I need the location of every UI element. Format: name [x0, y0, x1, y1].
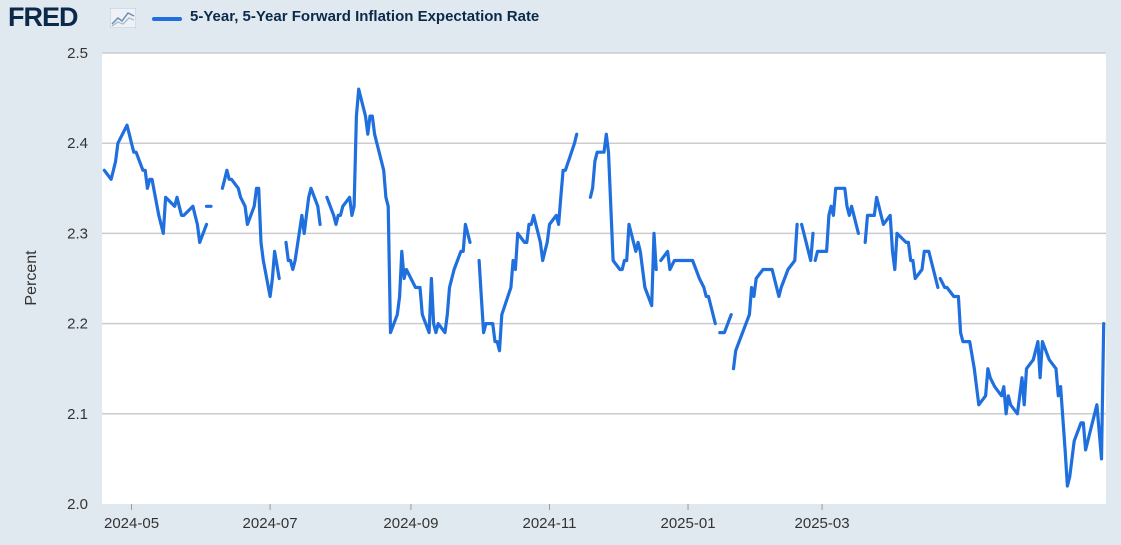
series-line-segment	[863, 195, 940, 290]
x-tick-label: 2024-07	[243, 515, 298, 532]
fred-logo[interactable]: FRED	[8, 2, 78, 32]
x-tick-label: 2024-05	[104, 515, 159, 532]
x-tick-label: 2024-09	[383, 515, 438, 532]
series-line-segment	[938, 276, 1063, 416]
series-line-segment	[477, 132, 579, 353]
series-lines	[102, 87, 1106, 488]
series-line-segment	[813, 186, 861, 263]
x-tick-label: 2025-03	[795, 515, 850, 532]
y-tick-label: 2.3	[67, 225, 88, 242]
series-line-segment	[1058, 322, 1106, 488]
line-chart-icon	[110, 8, 136, 28]
series-line-segment	[799, 222, 815, 263]
legend-label: 5-Year, 5-Year Forward Inflation Expecta…	[190, 8, 540, 25]
y-tick-label: 2.5	[67, 45, 88, 62]
series-line-segment	[102, 123, 209, 244]
y-tick-label: 2.1	[67, 406, 88, 423]
plot-area	[102, 53, 1106, 504]
series-line-segment	[220, 168, 281, 299]
legend-swatch	[152, 17, 182, 21]
y-tick-label: 2.0	[67, 496, 88, 513]
series-line-segment	[718, 313, 733, 335]
series-line-segment	[659, 249, 717, 326]
series-line-segment	[325, 87, 472, 335]
series-line-segment	[284, 186, 322, 272]
y-tick-labels: 2.0 2.1 2.2 2.3 2.4 2.5	[67, 45, 88, 513]
x-tick-labels: 2024-05 2024-07 2024-09 2024-11 2025-01 2025-…	[104, 504, 850, 532]
series-line-segment	[731, 222, 799, 371]
chart-header: FRED 5-Year, 5-Year Forward Inflation Ex…	[0, 0, 1121, 36]
series-line-segment	[588, 132, 658, 308]
y-tick-label: 2.2	[67, 316, 88, 333]
x-tick-label: 2024-11	[523, 515, 577, 532]
y-tick-label: 2.4	[67, 135, 88, 152]
gridlines	[102, 52, 1106, 415]
x-tick-label: 2025-01	[661, 515, 716, 532]
